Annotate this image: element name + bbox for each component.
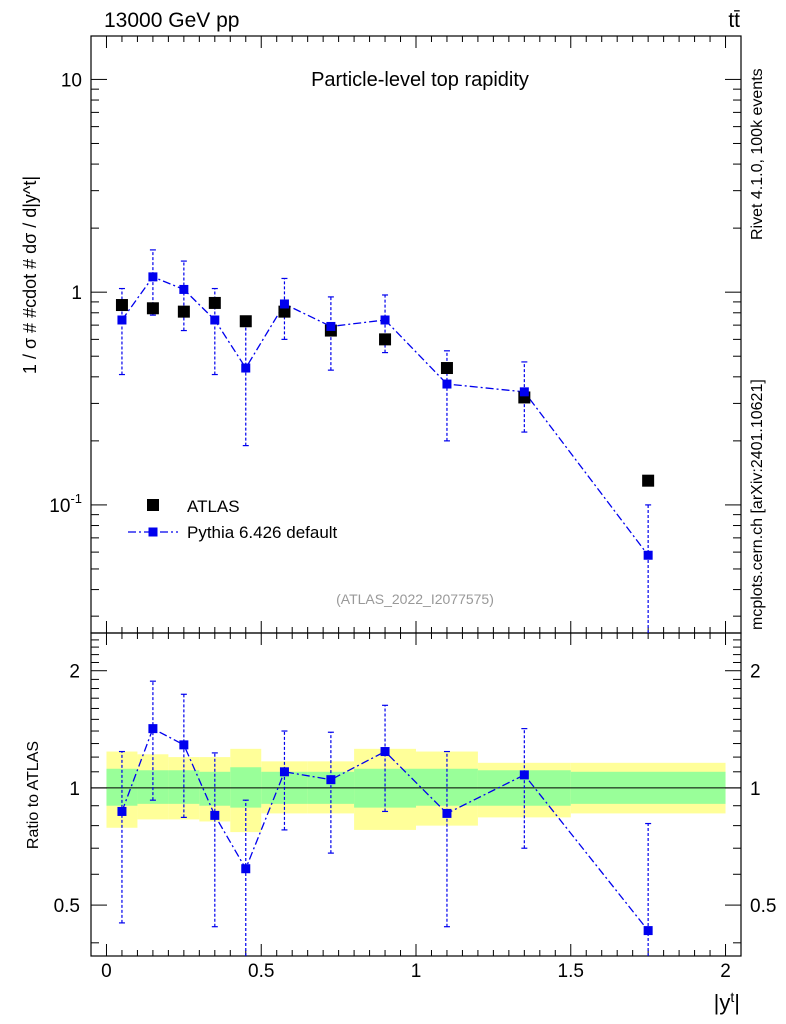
- y-tick-label: 1: [71, 283, 82, 304]
- x-axis-ticks: [105, 36, 727, 956]
- ratio-pythia-point: [241, 864, 251, 874]
- ratio-pythia-point: [148, 724, 158, 734]
- ratio-pythia-point: [179, 740, 189, 750]
- ratio-y-axis-ticks: [91, 632, 741, 944]
- pythia-point: [117, 315, 127, 325]
- ratio-pythia-point: [326, 775, 336, 785]
- ratio-y-tick-label-right: 1: [750, 779, 761, 800]
- rivet-version-label: Rivet 4.1.0, 100k events: [749, 68, 766, 240]
- main-y-axis-ticks: [91, 78, 741, 617]
- x-tick-label: 0.5: [248, 961, 274, 982]
- atlas-point: [208, 296, 221, 309]
- ratio-pythia-point: [442, 808, 452, 818]
- main-y-axis-label: 1 / σ # #cdot # dσ / d|y^t|: [20, 176, 40, 374]
- x-tick-label: 1.5: [558, 961, 584, 982]
- atlas-point: [440, 362, 453, 375]
- ratio-bands: [106, 748, 726, 833]
- pythia-point: [643, 550, 653, 560]
- x-tick-label: 1: [411, 961, 422, 982]
- legend-atlas-label: ATLAS: [187, 497, 240, 516]
- ratio-y-tick-label-right: 2: [750, 662, 761, 683]
- atlas-point: [177, 305, 190, 318]
- pythia-point: [442, 379, 452, 389]
- pythia-point: [519, 387, 529, 397]
- process-label: tt̄: [728, 9, 740, 32]
- ratio-pythia-point: [643, 926, 653, 936]
- chart-title: Particle-level top rapidity: [311, 69, 529, 91]
- legend-pythia-label: Pythia 6.426 default: [187, 523, 338, 542]
- x-tick-label: 2: [720, 961, 731, 982]
- ratio-pythia-point: [279, 767, 289, 777]
- y-tick-label: 10: [61, 70, 82, 91]
- ratio-pythia-point: [117, 806, 127, 816]
- atlas-point: [239, 315, 252, 328]
- x-tick-label: 0: [101, 961, 112, 982]
- pythia-point: [241, 363, 251, 373]
- analysis-id-label: (ATLAS_2022_I2077575): [336, 591, 494, 607]
- ratio-y-tick-label: 2: [69, 662, 80, 683]
- y-tick-label: 10-1: [49, 491, 82, 517]
- pythia-point: [179, 284, 189, 294]
- legend-atlas-marker: [147, 499, 159, 511]
- main-plot-frame: [90, 35, 742, 634]
- atlas-point: [642, 474, 655, 487]
- pythia-point: [326, 321, 336, 331]
- ratio-pythia-point: [380, 747, 390, 757]
- atlas-point: [379, 333, 392, 346]
- pythia-point: [380, 315, 390, 325]
- pythia-point: [148, 272, 158, 282]
- atlas-point: [146, 302, 159, 315]
- energy-label: 13000 GeV pp: [104, 9, 239, 32]
- pythia-point: [279, 299, 289, 309]
- ratio-y-axis-label: Ratio to ATLAS: [25, 741, 42, 849]
- atlas-point: [278, 305, 291, 318]
- ratio-y-tick-label: 1: [69, 779, 80, 800]
- ratio-pythia-point: [210, 810, 220, 820]
- mcplots-label: mcplots.cern.ch [arXiv:2401.10621]: [749, 379, 766, 630]
- pythia-point: [210, 315, 220, 325]
- atlas-point: [115, 299, 128, 312]
- legend-pythia-marker: [148, 527, 158, 537]
- ratio-pythia-point: [519, 770, 529, 780]
- ratio-y-tick-label-right: 0.5: [750, 896, 776, 917]
- ratio-y-tick-label: 0.5: [54, 896, 80, 917]
- x-axis-label: |yt|: [714, 989, 740, 1015]
